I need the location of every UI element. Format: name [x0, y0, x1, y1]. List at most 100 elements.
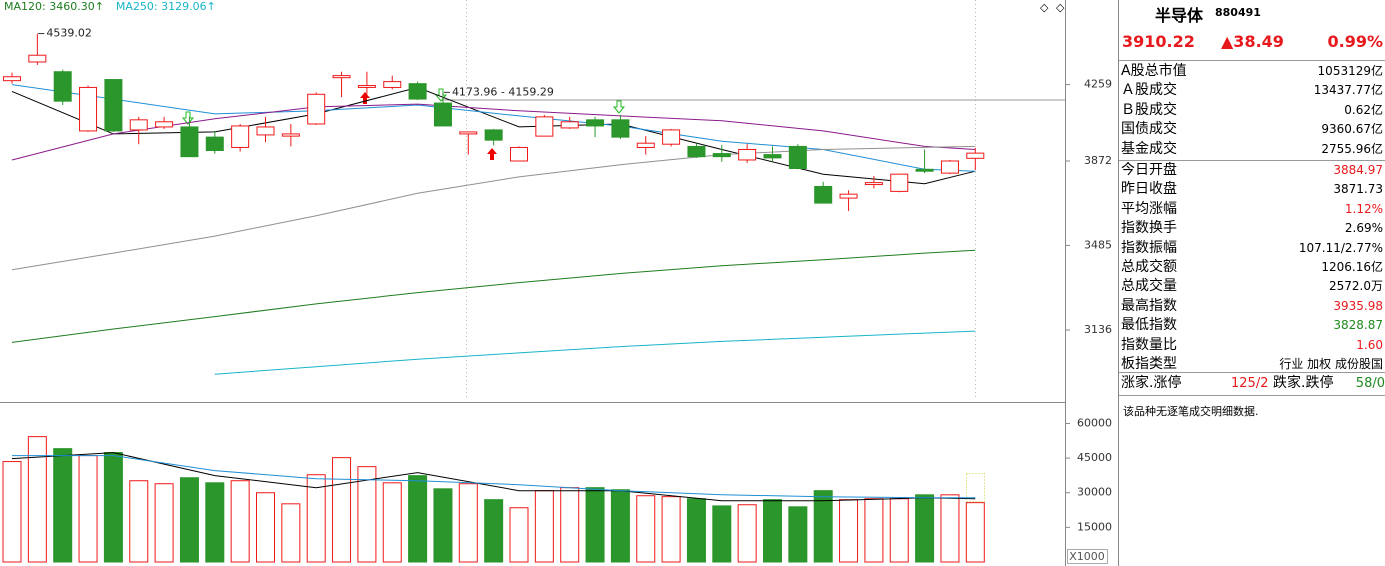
moving-average	[12, 455, 976, 499]
info-row: 指数换手 2.69%	[1121, 219, 1385, 238]
candle-body	[205, 136, 224, 152]
volume-bar	[53, 448, 73, 563]
volume-bar	[230, 480, 250, 563]
volume-bar	[915, 494, 935, 563]
label: Ｂ股成交	[1121, 101, 1177, 118]
label: 国债成交	[1121, 121, 1177, 138]
value: 1.60	[1356, 337, 1383, 352]
breadth-row: 涨家.涨停 125/2 跌家.跌停 58/0	[1121, 374, 1385, 393]
label: 今日开盘	[1121, 162, 1177, 178]
candle-body	[966, 152, 985, 159]
volume-bar	[458, 483, 478, 563]
separator	[1119, 159, 1385, 161]
volume-bar	[306, 474, 326, 563]
value: 3871.73	[1333, 182, 1383, 197]
up-arrow	[360, 92, 370, 104]
volume-bar	[813, 490, 833, 563]
down-arrow	[612, 100, 626, 114]
note: 该品种无逐笔成交明细数据.	[1123, 405, 1259, 418]
info-row: 总成交量 2572.0万	[1121, 277, 1385, 296]
volume-bar	[940, 494, 960, 563]
volume-bar	[636, 495, 656, 563]
volume-bar	[509, 507, 529, 563]
value: 1206.16亿	[1321, 260, 1383, 274]
volume-bar	[2, 461, 22, 563]
candle-body	[712, 153, 731, 158]
candle-body	[763, 154, 782, 159]
label: 平均涨幅	[1121, 200, 1177, 217]
legend-label: MA120: 3460.30↑	[4, 0, 104, 13]
candle-body	[915, 168, 934, 172]
volume-bar	[484, 499, 504, 563]
y-tick-label: 4259	[1084, 78, 1112, 91]
candle-body	[281, 133, 300, 137]
candle-body	[79, 86, 98, 132]
label: 最高指数	[1121, 297, 1177, 314]
value: 2755.96亿	[1321, 141, 1383, 156]
label: 总成交量	[1121, 278, 1177, 295]
candle-body	[180, 126, 199, 158]
candle-body	[155, 121, 174, 128]
label: 指数量比	[1121, 336, 1177, 353]
label: 指数振幅	[1121, 239, 1177, 256]
candle-body	[3, 76, 21, 82]
info-row: 昨日收盘 3871.73	[1121, 180, 1385, 199]
y-tick-label: 45000	[1077, 451, 1112, 464]
volume-bar	[129, 480, 149, 563]
candle-body	[839, 193, 858, 199]
icon[interactable]: ◇	[1040, 1, 1049, 14]
y-tick-label: 60000	[1077, 416, 1112, 429]
candle-body	[864, 182, 883, 186]
candle-body	[738, 148, 757, 161]
value: 3828.87	[1333, 318, 1383, 333]
volume-bar	[179, 477, 199, 563]
candle-body	[383, 81, 402, 88]
info-row: Ｂ股成交 0.62亿	[1121, 101, 1385, 120]
volume-bar	[686, 498, 706, 563]
value: 1.12%	[1344, 201, 1383, 216]
candle-body	[687, 145, 706, 158]
candle-body	[510, 146, 528, 162]
volume-bar	[382, 482, 402, 563]
volume-bar	[281, 503, 301, 563]
icon[interactable]: ◇	[1056, 1, 1065, 14]
y-tick-label: 30000	[1077, 486, 1112, 499]
candle-body	[560, 121, 579, 129]
label: 指数换手	[1121, 220, 1177, 237]
moving-average	[11, 452, 976, 502]
label: Ａ股成交	[1121, 82, 1177, 99]
info-row: 板指类型 行业 加权 成份股国	[1121, 355, 1385, 374]
info-row: A股总市值 1053129亿	[1121, 62, 1385, 81]
info-row: 今日开盘 3884.97	[1121, 161, 1385, 180]
label: 涨家.涨停	[1121, 375, 1182, 391]
price: 3910.22	[1122, 32, 1195, 51]
volume-bar	[889, 498, 909, 563]
candle-body	[788, 145, 807, 169]
volume-bar	[864, 498, 884, 563]
candle-body	[535, 116, 554, 137]
candle-body	[53, 71, 72, 102]
moving-average	[214, 330, 976, 375]
info-row: 国债成交 9360.67亿	[1121, 120, 1385, 139]
value: 58/0	[1355, 376, 1385, 391]
info-panel: 半导体 880491 3910.22 ▲38.49 0.99% A股总市值 105…	[1119, 0, 1385, 566]
value: 3884.97	[1333, 163, 1383, 177]
annotation: 4173.96 - 4159.29	[452, 85, 554, 98]
info-row: Ａ股成交 13437.77亿	[1121, 81, 1385, 100]
volume-bar	[433, 488, 453, 563]
change: ▲38.49	[1221, 32, 1284, 51]
volume-bar	[534, 490, 554, 563]
value: 107.11/2.77%	[1298, 240, 1383, 255]
forecast-box	[966, 473, 985, 502]
candle-body	[408, 83, 427, 100]
candle-body	[231, 125, 250, 148]
candle-body	[814, 185, 833, 204]
security-code: 880491	[1215, 6, 1261, 19]
moving-average	[11, 145, 976, 271]
value: 行业 加权 成份股国	[1279, 357, 1383, 371]
value: 3935.98	[1333, 298, 1383, 313]
moving-average	[11, 103, 976, 161]
label: 总成交额	[1121, 259, 1177, 275]
info-row: 基金成交 2755.96亿	[1121, 140, 1385, 159]
